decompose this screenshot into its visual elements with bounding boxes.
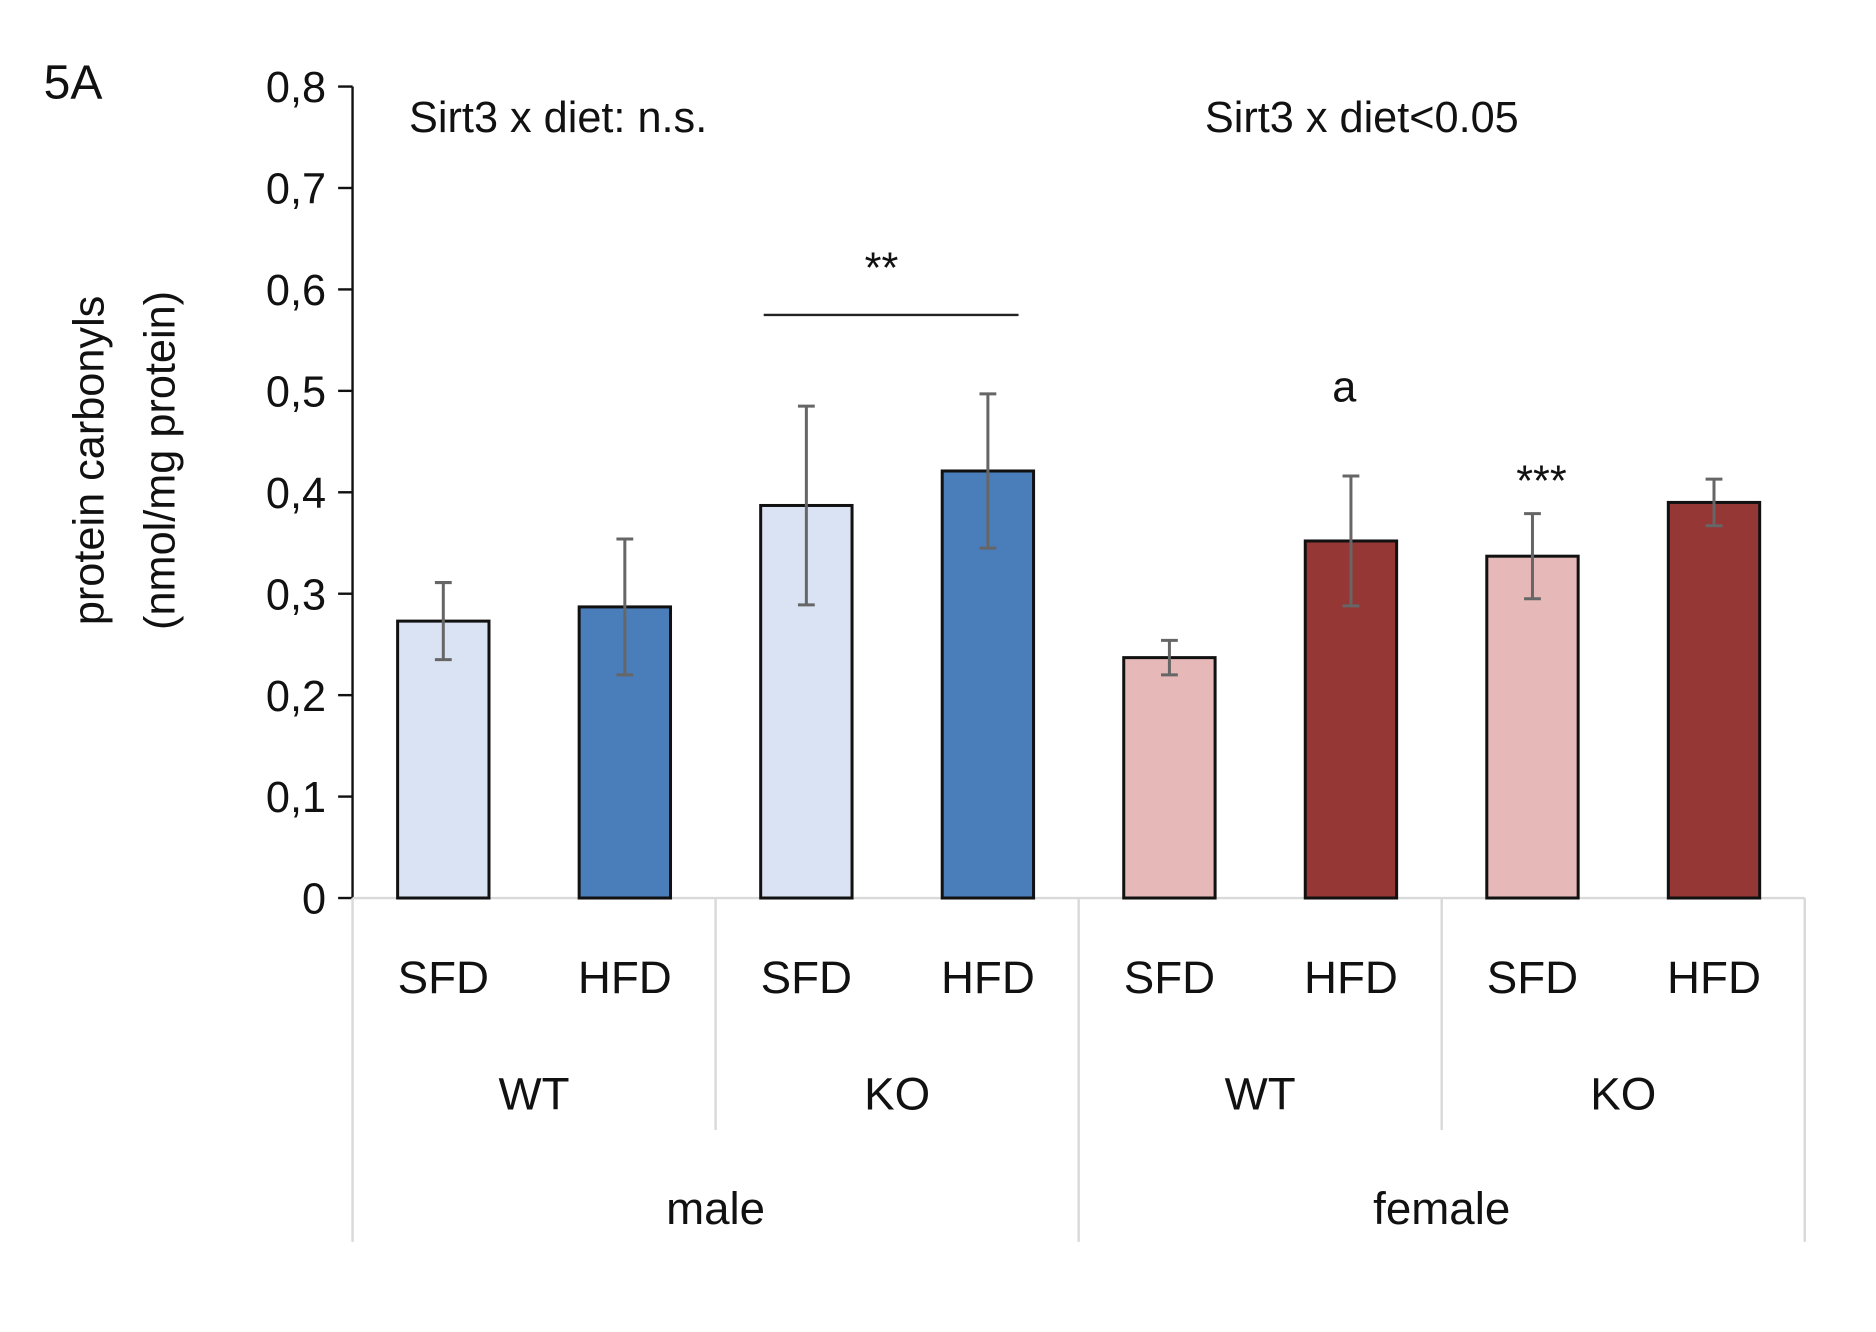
- bar-sfd: [1122, 656, 1217, 900]
- y-tick-label: 0,8: [266, 64, 326, 112]
- y-tick-label: 0: [302, 876, 326, 924]
- male-interaction-annotation: Sirt3 x diet: n.s.: [409, 94, 707, 142]
- bars: [396, 469, 1762, 900]
- sex-label: male: [666, 1183, 765, 1234]
- diet-label: HFD: [941, 952, 1035, 1003]
- significance-female-wt-hfd: a: [1332, 364, 1357, 412]
- genotype-label: WT: [499, 1069, 570, 1120]
- female-interaction-annotation: Sirt3 x diet<0.05: [1205, 94, 1519, 142]
- diet-label: SFD: [1124, 952, 1215, 1003]
- y-tick-label: 0,2: [266, 673, 326, 721]
- diet-label: HFD: [1667, 952, 1761, 1003]
- diet-label: SFD: [398, 952, 489, 1003]
- y-tick-label: 0,1: [266, 774, 326, 822]
- bar-hfd: [1666, 500, 1762, 900]
- significance-female-ko-sfd: ***: [1516, 457, 1567, 505]
- diet-label: HFD: [578, 952, 672, 1003]
- genotype-label: KO: [1590, 1069, 1656, 1120]
- diet-label: SFD: [761, 952, 852, 1003]
- y-tick-label: 0,3: [266, 571, 326, 619]
- genotype-label: WT: [1225, 1069, 1296, 1120]
- y-tick-label: 0,6: [266, 267, 326, 315]
- sex-label: female: [1373, 1183, 1510, 1234]
- bar-sfd: [396, 619, 491, 900]
- genotype-label: KO: [864, 1069, 930, 1120]
- y-axis-title-line1: protein carbonyls: [66, 296, 114, 625]
- diet-label: SFD: [1487, 952, 1578, 1003]
- y-axis-title: protein carbonyls (nmol/mg protein): [66, 291, 185, 630]
- bar-hfd: [940, 469, 1036, 900]
- bar-sfd: [1485, 554, 1580, 900]
- y-axis: 0 0,1 0,2 0,3 0,4 0,5 0,6 0,7 0,8: [266, 64, 354, 924]
- panel-label: 5A: [44, 56, 103, 110]
- significance-ko-male: **: [865, 245, 899, 293]
- category-axis: SFD HFD SFD HFD SFD HFD SFD HFD WT KO WT KO male fema…: [351, 896, 1806, 1242]
- bar-hfd: [577, 605, 673, 900]
- y-tick-label: 0,7: [266, 166, 326, 214]
- y-tick-label: 0,4: [266, 470, 326, 518]
- y-tick-label: 0,5: [266, 368, 326, 416]
- error-bars: [434, 392, 1723, 677]
- y-axis-title-line2: (nmol/mg protein): [137, 291, 185, 630]
- diet-label: HFD: [1304, 952, 1398, 1003]
